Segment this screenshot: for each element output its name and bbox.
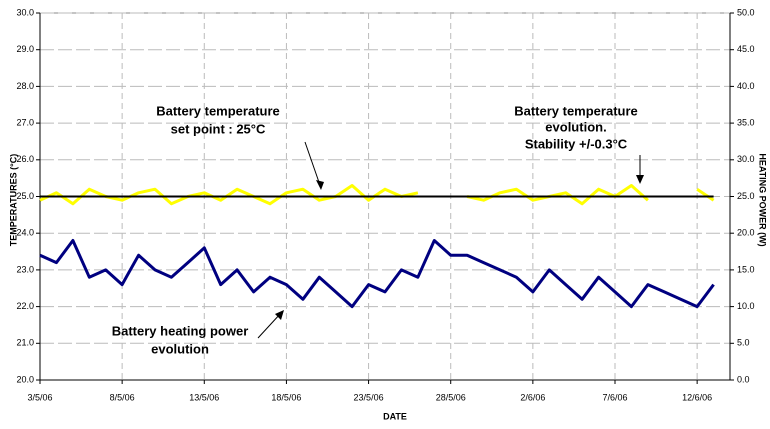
x-tick-label: 18/5/06 (271, 392, 301, 402)
x-tick-label: 28/5/06 (436, 392, 466, 402)
annotation: Stability +/-0.3°C (525, 136, 628, 151)
y2-tick-label: 25.0 (737, 191, 755, 201)
y-tick-label: 30.0 (16, 7, 34, 17)
x-tick-label: 13/5/06 (189, 392, 219, 402)
y2-tick-label: 50.0 (737, 7, 755, 17)
arrow-head (275, 310, 284, 320)
y2-tick-label: 0.0 (737, 374, 750, 384)
y-tick-label: 27.0 (16, 117, 34, 127)
y-tick-label: 25.0 (16, 191, 34, 201)
x-tick-label: 12/6/06 (682, 392, 712, 402)
y-tick-label: 26.0 (16, 154, 34, 164)
y-tick-label: 20.0 (16, 374, 34, 384)
y2-tick-label: 30.0 (737, 154, 755, 164)
x-tick-label: 3/5/06 (27, 392, 52, 402)
arrow-head (636, 175, 644, 184)
y-tick-label: 29.0 (16, 44, 34, 54)
y-tick-label: 23.0 (16, 264, 34, 274)
y-tick-label: 21.0 (16, 338, 34, 348)
y2-tick-label: 45.0 (737, 44, 755, 54)
annotation: set point : 25°C (171, 121, 266, 136)
annotations: Battery temperature set point : 25°C Bat… (112, 103, 644, 356)
x-tick-label: 23/5/06 (354, 392, 384, 402)
y2-axis-label: HEATING POWER (W) (758, 153, 768, 246)
annotation: Battery temperature (514, 103, 638, 118)
annotation: Battery temperature (156, 103, 280, 118)
annotation: evolution. (545, 119, 606, 134)
y-tick-label: 28.0 (16, 81, 34, 91)
x-tick-label: 2/6/06 (520, 392, 545, 402)
y2-tick-label: 5.0 (737, 338, 750, 348)
arrow (257, 312, 282, 339)
y2-tick-label: 40.0 (737, 81, 755, 91)
y-axis-label: TEMPERATURES (°C) (8, 154, 18, 246)
x-axis-label: DATE (383, 411, 407, 421)
y2-tick-label: 10.0 (737, 301, 755, 311)
series-line (39, 239, 715, 309)
annotation: evolution (151, 341, 209, 356)
y-tick-label: 22.0 (16, 301, 34, 311)
arrow (304, 141, 322, 189)
y2-tick-label: 20.0 (737, 228, 755, 238)
annotation: Battery heating power (112, 323, 249, 338)
x-tick-label: 8/5/06 (110, 392, 135, 402)
y-tick-label: 24.0 (16, 228, 34, 238)
arrow-head (316, 180, 324, 190)
y2-tick-label: 15.0 (737, 264, 755, 274)
series-line (39, 184, 715, 206)
y2-tick-label: 35.0 (737, 117, 755, 127)
plot-area (36, 12, 734, 384)
x-tick-label: 7/6/06 (602, 392, 627, 402)
